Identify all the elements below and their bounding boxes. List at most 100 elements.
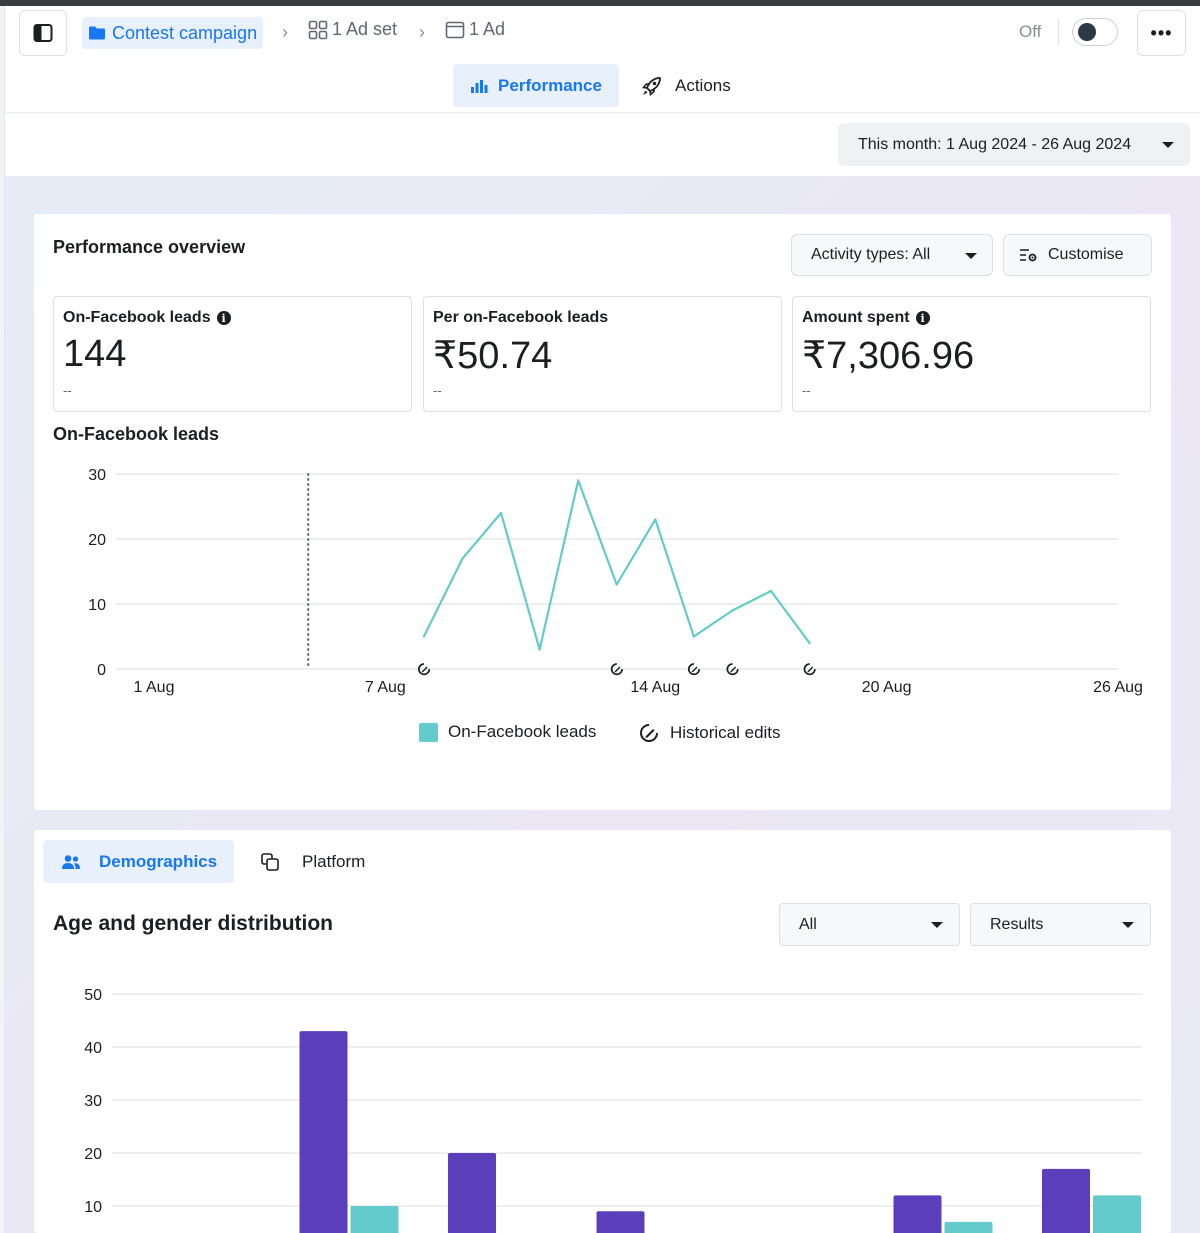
tab-performance[interactable]: Performance — [453, 64, 619, 107]
tab-platform[interactable]: Platform — [260, 840, 365, 883]
legend-edits-label: Historical edits — [670, 723, 781, 742]
caret-down-icon — [965, 253, 977, 259]
y-tick-label: 40 — [84, 1040, 102, 1057]
customise-settings-icon — [1020, 249, 1037, 262]
metric-filter-label: Results — [990, 915, 1044, 933]
metric-filter-dropdown[interactable]: Results — [970, 903, 1151, 946]
caret-down-icon — [1122, 922, 1134, 928]
edit-icon-pencil — [730, 666, 737, 673]
x-tick-label: 20 Aug — [862, 679, 912, 696]
y-tick-label: 10 — [84, 1199, 102, 1216]
date-range-picker[interactable]: This month: 1 Aug 2024 - 26 Aug 2024 — [838, 123, 1190, 166]
folder-icon — [89, 26, 105, 40]
y-tick-label: 50 — [84, 987, 102, 1004]
historical-edits-icon — [640, 724, 658, 742]
date-range-label: This month: 1 Aug 2024 - 26 Aug 2024 — [858, 135, 1132, 153]
toggle-knob — [1078, 23, 1096, 41]
info-icon[interactable]: i — [216, 311, 231, 325]
data-point — [654, 518, 657, 521]
legend-series-label: On-Facebook leads — [448, 722, 597, 741]
bar — [1093, 1195, 1141, 1233]
data-point — [499, 511, 503, 515]
breadcrumb-ad-set[interactable]: 1 Ad set — [308, 19, 397, 40]
tab-demographics-label: Demographics — [99, 851, 218, 871]
bar — [893, 1195, 942, 1233]
metric-value: ₹50.74 — [433, 335, 553, 377]
tab-demographics[interactable]: Demographics — [43, 840, 234, 883]
toggle-sidebar-button[interactable] — [19, 10, 67, 56]
info-icon[interactable]: i — [915, 311, 930, 325]
data-point — [769, 589, 773, 593]
breadcrumb-ad-set-label: 1 Ad set — [332, 19, 398, 39]
activity-types-dropdown[interactable]: Activity types: All — [791, 234, 993, 276]
more-options-button[interactable]: ••• — [1137, 10, 1186, 56]
customise-label: Customise — [1048, 246, 1124, 263]
rocket-icon — [641, 76, 661, 96]
audience-filter-label: All — [799, 915, 817, 933]
platform-icon — [261, 852, 279, 871]
series-line-on-facebook-leads — [422, 479, 811, 651]
performance-overview-card: Performance overview Activity types: All… — [34, 214, 1171, 810]
legend-historical-edits[interactable]: Historical edits — [638, 722, 781, 744]
tab-actions[interactable]: Actions — [641, 64, 731, 107]
breadcrumb-campaign-label: Contest campaign — [112, 22, 258, 43]
edit-icon-pencil — [807, 666, 814, 673]
breadcrumb-campaign[interactable]: Contest campaign — [82, 17, 264, 49]
edit-icon-arc — [610, 663, 623, 676]
bar — [944, 1221, 993, 1233]
grid-icon — [308, 20, 328, 39]
metric-card-cost-per-lead[interactable]: Per on-Facebook leads ₹50.74 -- — [423, 296, 782, 412]
activity-types-label: Activity types: All — [811, 246, 931, 263]
metric-card-amount-spent[interactable]: Amount spent i ₹7,306.96 -- — [792, 296, 1151, 412]
edit-icon-arc — [726, 663, 739, 676]
y-tick-label: 30 — [84, 1093, 102, 1110]
demographics-card: Demographics Platform Age and gender dis… — [34, 830, 1171, 1233]
performance-overview-title: Performance overview — [53, 237, 246, 257]
data-point — [461, 557, 464, 560]
metric-label: Per on-Facebook leads — [433, 309, 608, 327]
age-gender-title: Age and gender distribution — [53, 912, 334, 935]
more-dots-icon: ••• — [1150, 22, 1173, 43]
left-edge-panel — [0, 6, 5, 1233]
x-tick-label: 26 Aug — [1093, 679, 1143, 696]
audience-filter-dropdown[interactable]: All — [779, 903, 960, 946]
y-tick-label: 20 — [88, 532, 106, 549]
legend-series[interactable]: On-Facebook leads — [419, 722, 596, 742]
metric-value: 144 — [63, 333, 127, 375]
x-tick-label: 7 Aug — [365, 679, 406, 696]
chevron-right-icon: › — [282, 22, 288, 42]
data-point — [422, 635, 426, 638]
campaign-status-toggle[interactable] — [1072, 18, 1118, 46]
bar — [596, 1211, 645, 1233]
chevron-right-icon: › — [419, 22, 425, 42]
historical-edit-icon — [418, 663, 431, 676]
bar — [350, 1206, 399, 1233]
metric-label-text: Amount spent — [802, 309, 910, 326]
legend-swatch — [419, 722, 438, 742]
tab-actions-label: Actions — [675, 75, 731, 95]
breadcrumb-ad-label: 1 Ad — [469, 19, 506, 39]
metric-delta: -- — [63, 383, 72, 398]
metric-card-leads[interactable]: On-Facebook leads i 144 -- — [53, 296, 412, 412]
bar — [1042, 1168, 1090, 1233]
edit-icon-pencil — [614, 666, 621, 673]
y-tick-label: 0 — [97, 662, 106, 679]
header: Contest campaign › 1 Ad set › 1 Ad Off •… — [5, 6, 1200, 113]
data-point — [692, 635, 696, 638]
data-point — [615, 583, 618, 586]
metric-delta: -- — [433, 383, 442, 398]
sidebar-icon — [33, 24, 53, 42]
x-tick-label: 14 Aug — [630, 679, 680, 696]
breadcrumb-ad[interactable]: 1 Ad — [445, 19, 505, 40]
customise-button[interactable]: Customise — [1003, 234, 1152, 276]
ad-window-icon — [445, 21, 465, 38]
data-point — [808, 641, 811, 645]
metric-value: ₹7,306.96 — [802, 335, 975, 377]
caret-down-icon — [931, 922, 943, 928]
edit-icon-arc — [687, 663, 701, 676]
metric-label: Amount spent i — [802, 309, 930, 327]
edit-icon-pencil — [691, 666, 698, 673]
data-point — [576, 479, 580, 482]
tab-performance-label: Performance — [498, 75, 602, 95]
y-tick-label: 10 — [88, 597, 106, 614]
